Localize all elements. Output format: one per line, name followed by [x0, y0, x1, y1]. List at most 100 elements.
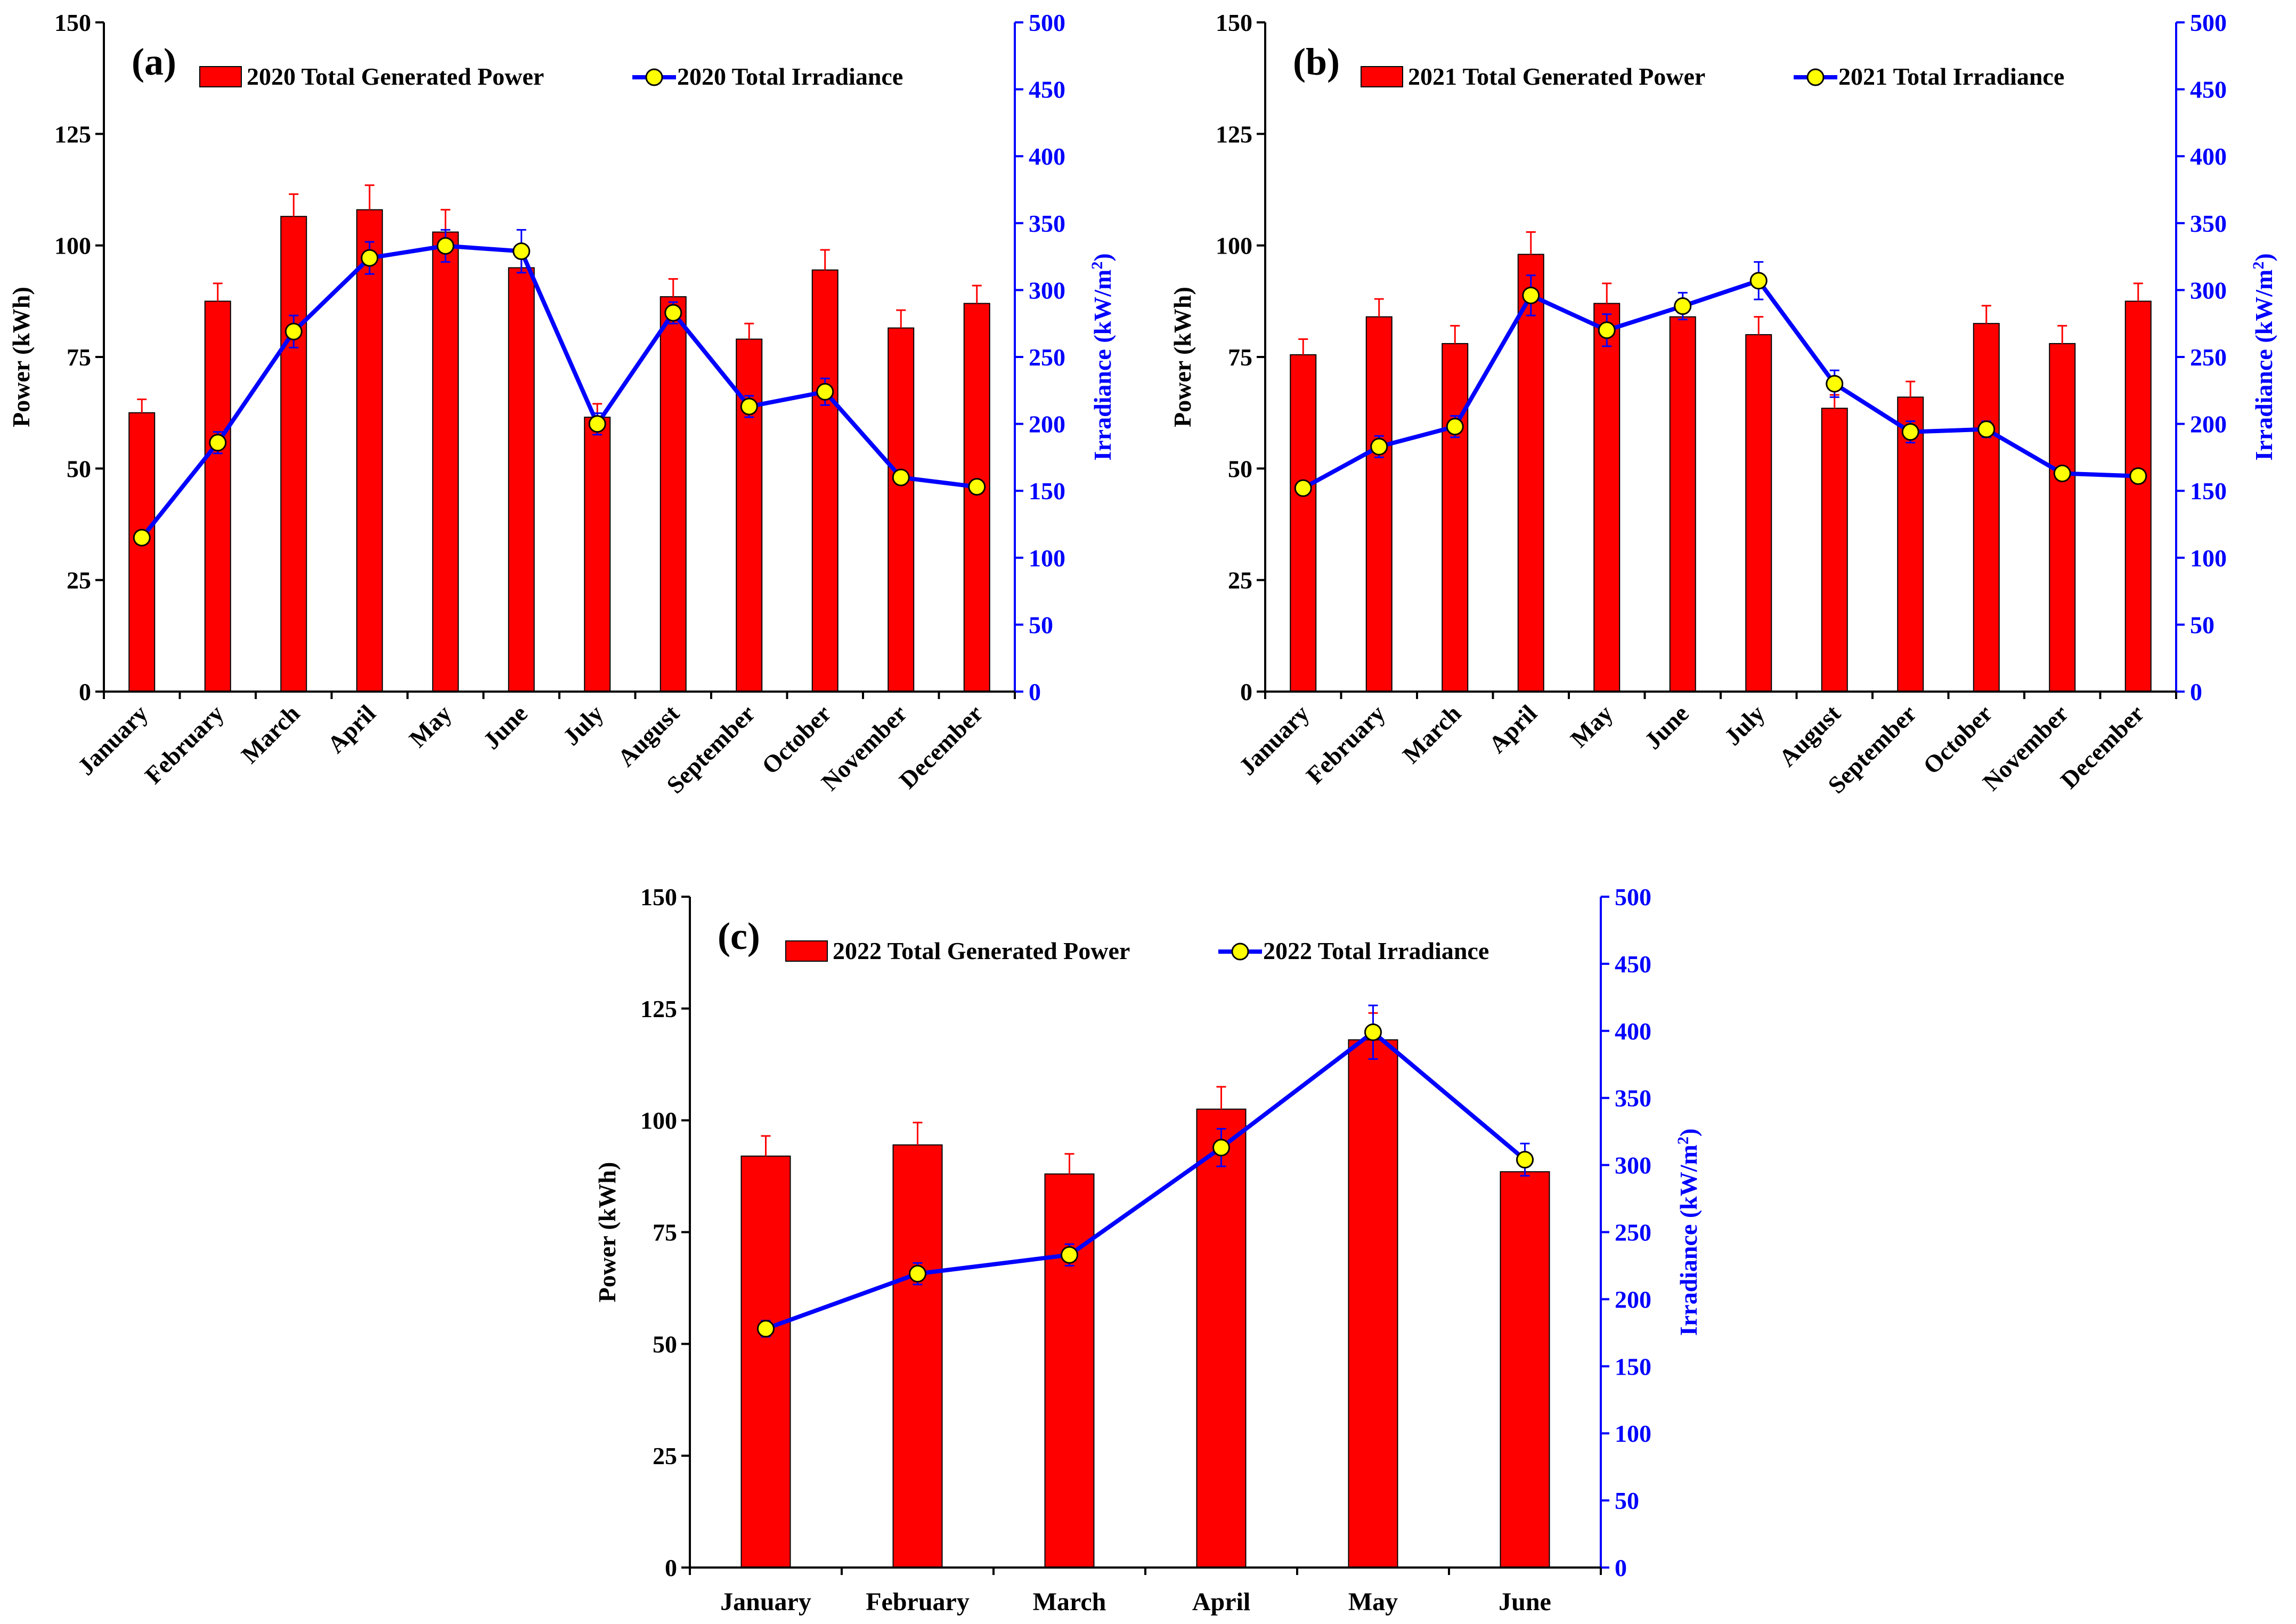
- irradiance-point-april: [1212, 1139, 1230, 1157]
- legend-line-marker: [645, 68, 663, 86]
- bar-october: [811, 269, 838, 693]
- right-tick-label: 250: [2190, 344, 2227, 371]
- bar-january: [1290, 354, 1317, 692]
- irradiance-point-march: [284, 322, 303, 340]
- left-axis-title: Power (kWh): [1169, 287, 1196, 427]
- irradiance-point-january: [757, 1320, 775, 1338]
- irradiance-point-may: [1598, 321, 1616, 339]
- legend-bar-swatch: [1361, 66, 1403, 87]
- legend-line-marker: [1806, 68, 1825, 86]
- bar-december: [2124, 301, 2152, 692]
- right-tick-label: 150: [1615, 1353, 1651, 1380]
- category-label-january: January: [720, 1588, 811, 1616]
- left-tick-label: 100: [1216, 232, 1252, 259]
- right-tick-label: 200: [2190, 411, 2227, 438]
- right-tick-label: 500: [1615, 883, 1651, 911]
- left-tick-label: 25: [653, 1442, 677, 1469]
- left-tick-label: 0: [665, 1554, 677, 1581]
- legend-line-label: 2020 Total Irradiance: [677, 63, 903, 90]
- irradiance-point-february: [1370, 437, 1388, 456]
- left-tick-label: 125: [1216, 120, 1252, 148]
- right-axis-title-end: ): [2250, 253, 2277, 261]
- bar-february: [1365, 316, 1393, 692]
- right-axis-title-main: Irradiance (kW/m: [1089, 270, 1116, 461]
- irradiance-point-june: [1674, 297, 1692, 315]
- right-axis-title: Irradiance (kW/m2): [1674, 1128, 1703, 1336]
- left-tick-label: 150: [1216, 9, 1252, 36]
- right-tick-label: 150: [2190, 477, 2227, 505]
- right-axis-title-main: Irradiance (kW/m: [2250, 270, 2277, 461]
- irradiance-point-january: [133, 529, 151, 547]
- irradiance-line: [140, 243, 978, 539]
- irradiance-point-november: [892, 468, 910, 486]
- left-tick-label: 100: [54, 232, 91, 259]
- right-tick-label: 300: [2190, 277, 2227, 304]
- right-tick-label: 350: [1615, 1085, 1651, 1112]
- left-tick-label: 75: [653, 1219, 677, 1246]
- right-tick-label: 300: [1029, 277, 1065, 304]
- right-tick-label: 300: [1615, 1152, 1651, 1179]
- bar-may: [432, 231, 459, 692]
- right-axis-title-end: ): [1675, 1128, 1702, 1136]
- right-tick-label: 50: [2190, 611, 2214, 638]
- bar-march: [1442, 343, 1469, 692]
- left-tick-label: 0: [1240, 678, 1252, 705]
- bar-june: [1669, 316, 1696, 692]
- right-tick-label: 400: [2190, 143, 2227, 170]
- legend-bar-label: 2021 Total Generated Power: [1408, 63, 1705, 90]
- right-tick-label: 400: [1615, 1018, 1651, 1045]
- irradiance-point-february: [909, 1265, 926, 1283]
- bar-august: [1821, 408, 1848, 692]
- irradiance-point-june: [512, 242, 531, 261]
- left-axis-title: Power (kWh): [593, 1162, 621, 1303]
- irradiance-point-october: [1977, 420, 1996, 439]
- right-axis-title-main: Irradiance (kW/m: [1675, 1144, 1702, 1336]
- right-axis-title: Irradiance (kW/m2): [1088, 253, 1117, 460]
- left-axis-title: Power (kWh): [7, 287, 35, 427]
- right-tick-label: 100: [1615, 1420, 1651, 1447]
- category-label-june: June: [1499, 1588, 1551, 1616]
- panel-label: (c): [718, 915, 760, 957]
- irradiance-point-august: [664, 304, 682, 322]
- bar-april: [356, 209, 383, 692]
- irradiance-point-february: [209, 434, 227, 452]
- category-label-february: February: [866, 1588, 970, 1616]
- left-tick-label: 25: [67, 567, 91, 594]
- legend-line-label: 2022 Total Irradiance: [1263, 937, 1489, 964]
- right-tick-label: 100: [2190, 545, 2227, 572]
- bar-november: [888, 327, 915, 692]
- bar-june: [1500, 1171, 1550, 1568]
- right-tick-label: 450: [2190, 76, 2227, 103]
- category-label-april: April: [1192, 1588, 1250, 1616]
- legend-bar-label: 2020 Total Generated Power: [247, 63, 544, 90]
- right-tick-label: 150: [1029, 477, 1065, 505]
- irradiance-point-september: [1901, 423, 1919, 441]
- bar-september: [736, 338, 763, 692]
- legend-line-label: 2021 Total Irradiance: [1838, 63, 2064, 90]
- irradiance-point-april: [361, 249, 379, 267]
- right-tick-label: 0: [2190, 678, 2202, 705]
- right-tick-label: 500: [1029, 9, 1065, 36]
- legend-bar-swatch: [199, 66, 242, 87]
- bar-january: [740, 1155, 791, 1568]
- right-tick-label: 200: [1615, 1286, 1651, 1313]
- irradiance-point-march: [1446, 418, 1464, 436]
- panel-label: (b): [1293, 40, 1340, 83]
- bar-october: [1973, 323, 2000, 692]
- legend-bar-swatch: [785, 940, 828, 962]
- bar-june: [508, 267, 535, 692]
- irradiance-point-july: [588, 415, 606, 433]
- right-tick-label: 250: [1615, 1219, 1651, 1246]
- right-tick-label: 500: [2190, 9, 2227, 36]
- bar-april: [1517, 254, 1544, 692]
- left-tick-label: 50: [1228, 455, 1252, 482]
- left-tick-label: 125: [640, 995, 677, 1022]
- irradiance-point-may: [1364, 1023, 1382, 1041]
- irradiance-point-november: [2053, 465, 2071, 483]
- irradiance-point-july: [1749, 272, 1768, 290]
- bar-may: [1348, 1039, 1398, 1568]
- irradiance-point-august: [1826, 375, 1844, 393]
- left-tick-label: 75: [1228, 344, 1252, 371]
- left-tick-label: 25: [1228, 567, 1252, 594]
